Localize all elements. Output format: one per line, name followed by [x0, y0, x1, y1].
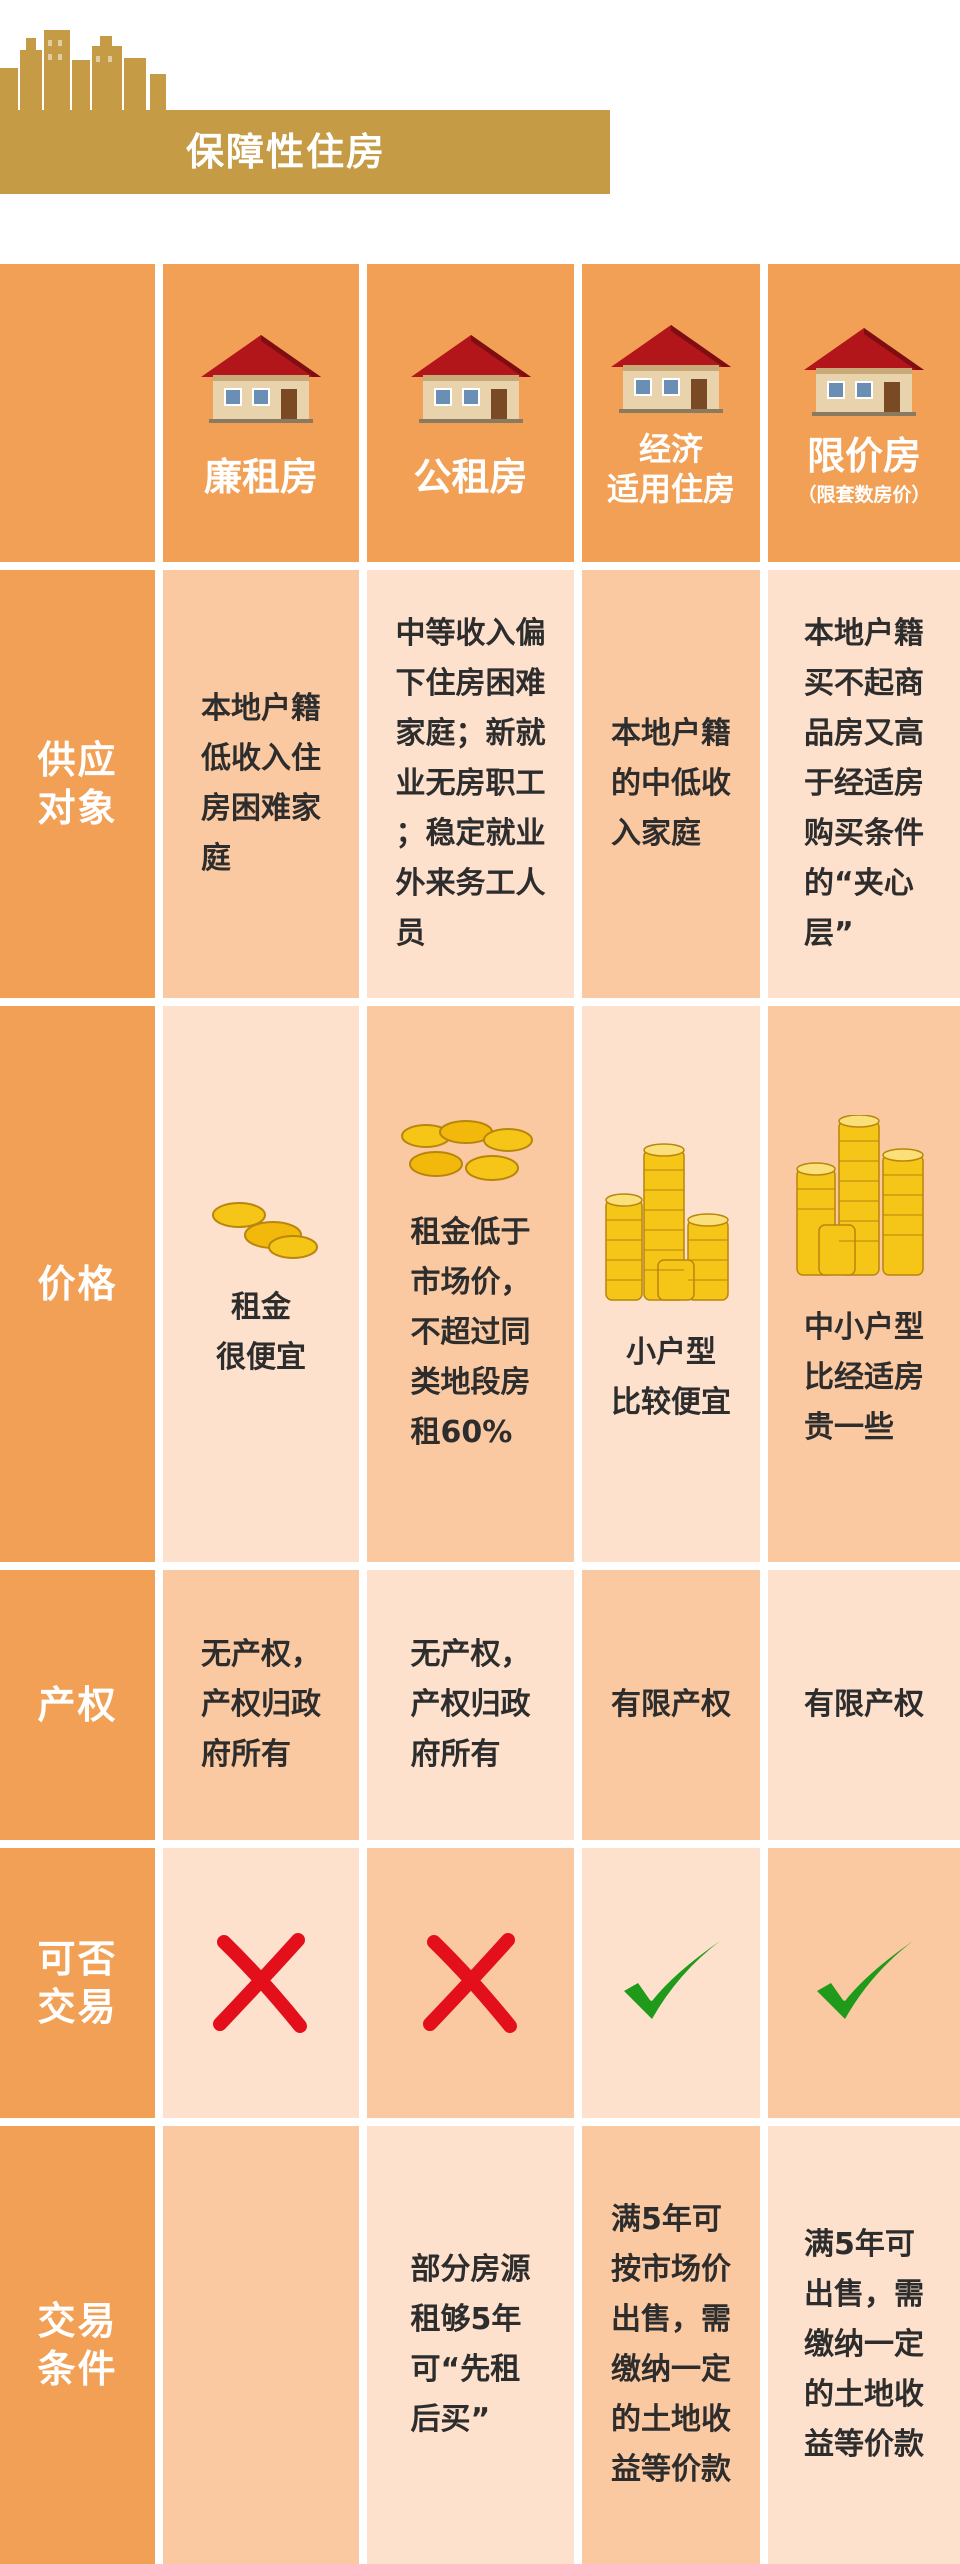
cell-text: 有限产权: [804, 1687, 924, 1722]
column-header-xianjiafang: 限价房 （限套数房价）: [768, 264, 960, 562]
row-label-cell: 供应 对象: [0, 570, 155, 998]
row-price: 价格 租金 很便宜 租金低于 市: [0, 1006, 960, 1562]
row-label: 交易 条件: [37, 2299, 118, 2391]
cell-property-3: 有限产权: [768, 1570, 960, 1840]
column-header-jingjishiyong: 经济 适用住房: [582, 264, 760, 562]
cell-text: 无产权， 产权归政 府所有: [201, 1637, 321, 1772]
cell-text: 租金低于 市场价， 不超过同 类地段房 租60%: [410, 1215, 531, 1450]
cell-tradable-1: [367, 1848, 574, 2118]
cell-property-0: 无产权， 产权归政 府所有: [163, 1570, 359, 1840]
cross-icon: [422, 1933, 517, 2033]
cell-supply-3: 本地户籍 买不起商 品房又高 于经适房 购买条件 的“夹心 层”: [768, 570, 960, 998]
check-icon: [817, 1941, 913, 2019]
cell-text: 本地户籍 买不起商 品房又高 于经适房 购买条件 的“夹心 层”: [804, 616, 924, 951]
row-label: 价格: [37, 1262, 118, 1306]
cell-text: 本地户籍 低收入住 房困难家 庭: [201, 691, 321, 876]
row-supply-target: 供应 对象 本地户籍 低收入住 房困难家 庭 中等收入偏 下住房困难 家庭；新就…: [0, 570, 960, 998]
corner-cell: [0, 264, 155, 562]
coin-stacks-icon: [605, 1143, 729, 1301]
row-label-cell: 产权: [0, 1570, 155, 1840]
cell-conditions-2: 满5年可 按市场价 出售，需 缴纳一定 的土地收 益等价款: [582, 2126, 760, 2564]
column-title: 公租房: [413, 455, 528, 499]
coin-stacks-icon: [796, 1115, 924, 1276]
cell-conditions-0: [163, 2126, 359, 2564]
cell-text: 有限产权: [611, 1687, 731, 1722]
cell-supply-2: 本地户籍 的中低收 入家庭: [582, 570, 760, 998]
cell-text: 无产权， 产权归政 府所有: [410, 1637, 531, 1772]
city-skyline-icon: [0, 30, 166, 118]
cell-supply-1: 中等收入偏 下住房困难 家庭；新就 业无房职工 ；稳定就业 外来务工人 员: [367, 570, 574, 998]
house-icon: [804, 327, 924, 416]
cell-text: 租金 很便宜: [216, 1290, 306, 1375]
row-label: 供应 对象: [37, 738, 118, 830]
cell-conditions-3: 满5年可 出售，需 缴纳一定 的土地收 益等价款: [768, 2126, 960, 2564]
cell-text: 小户型 比较便宜: [611, 1335, 731, 1420]
cell-text: 中等收入偏 下住房困难 家庭；新就 业无房职工 ；稳定就业 外来务工人 员: [395, 616, 546, 951]
cell-tradable-0: [163, 1848, 359, 2118]
column-header-gongzufang: 公租房: [367, 264, 574, 562]
cell-text: 中小户型 比经适房 贵一些: [804, 1310, 924, 1445]
house-icon: [611, 325, 731, 413]
house-icon: [410, 335, 531, 423]
cell-property-1: 无产权， 产权归政 府所有: [367, 1570, 574, 1840]
cell-tradable-2: [582, 1848, 760, 2118]
row-label: 可否 交易: [37, 1937, 118, 2029]
column-subtitle: （限套数房价）: [797, 483, 931, 506]
cell-price-3: 中小户型 比经适房 贵一些: [768, 1006, 960, 1562]
column-header-lianzufang: 廉租房: [163, 264, 359, 562]
coins-small-icon: [212, 1202, 318, 1259]
cell-price-1: 租金低于 市场价， 不超过同 类地段房 租60%: [367, 1006, 574, 1562]
row-label-cell: 价格: [0, 1006, 155, 1562]
cell-text: 本地户籍 的中低收 入家庭: [611, 716, 731, 851]
cell-price-2: 小户型 比较便宜: [582, 1006, 760, 1562]
coins-medium-icon: [400, 1120, 533, 1181]
row-trade-conditions: 交易 条件 部分房源 租够5年 可“先租 后买” 满5年可 按市场价 出售，需 …: [0, 2126, 960, 2564]
cell-text: 满5年可 出售，需 缴纳一定 的土地收 益等价款: [804, 2227, 924, 2462]
cell-price-0: 租金 很便宜: [163, 1006, 359, 1562]
cell-text: 部分房源 租够5年 可“先租 后买”: [410, 2252, 531, 2437]
cell-property-2: 有限产权: [582, 1570, 760, 1840]
page-title: 保障性住房: [186, 130, 387, 174]
row-label-cell: 交易 条件: [0, 2126, 155, 2564]
cell-tradable-3: [768, 1848, 960, 2118]
row-label-cell: 可否 交易: [0, 1848, 155, 2118]
column-title: 经济 适用住房: [606, 430, 735, 508]
row-label: 产权: [37, 1683, 118, 1727]
cell-text: 满5年可 按市场价 出售，需 缴纳一定 的土地收 益等价款: [611, 2202, 731, 2487]
header: 保障性住房: [0, 0, 960, 210]
column-title: 限价房: [806, 433, 921, 478]
row-tradable: 可否 交易: [0, 1848, 960, 2118]
cross-icon: [213, 1933, 307, 2033]
house-icon: [201, 335, 321, 423]
row-property-rights: 产权 无产权， 产权归政 府所有 无产权， 产权归政 府所有 有限产权 有限产权: [0, 1570, 960, 1840]
column-title: 廉租房: [203, 455, 318, 499]
cell-supply-0: 本地户籍 低收入住 房困难家 庭: [163, 570, 359, 998]
column-header-row: 廉租房 公租房: [0, 264, 960, 562]
cell-conditions-1: 部分房源 租够5年 可“先租 后买”: [367, 2126, 574, 2564]
title-bar: [0, 110, 610, 194]
check-icon: [624, 1941, 720, 2019]
